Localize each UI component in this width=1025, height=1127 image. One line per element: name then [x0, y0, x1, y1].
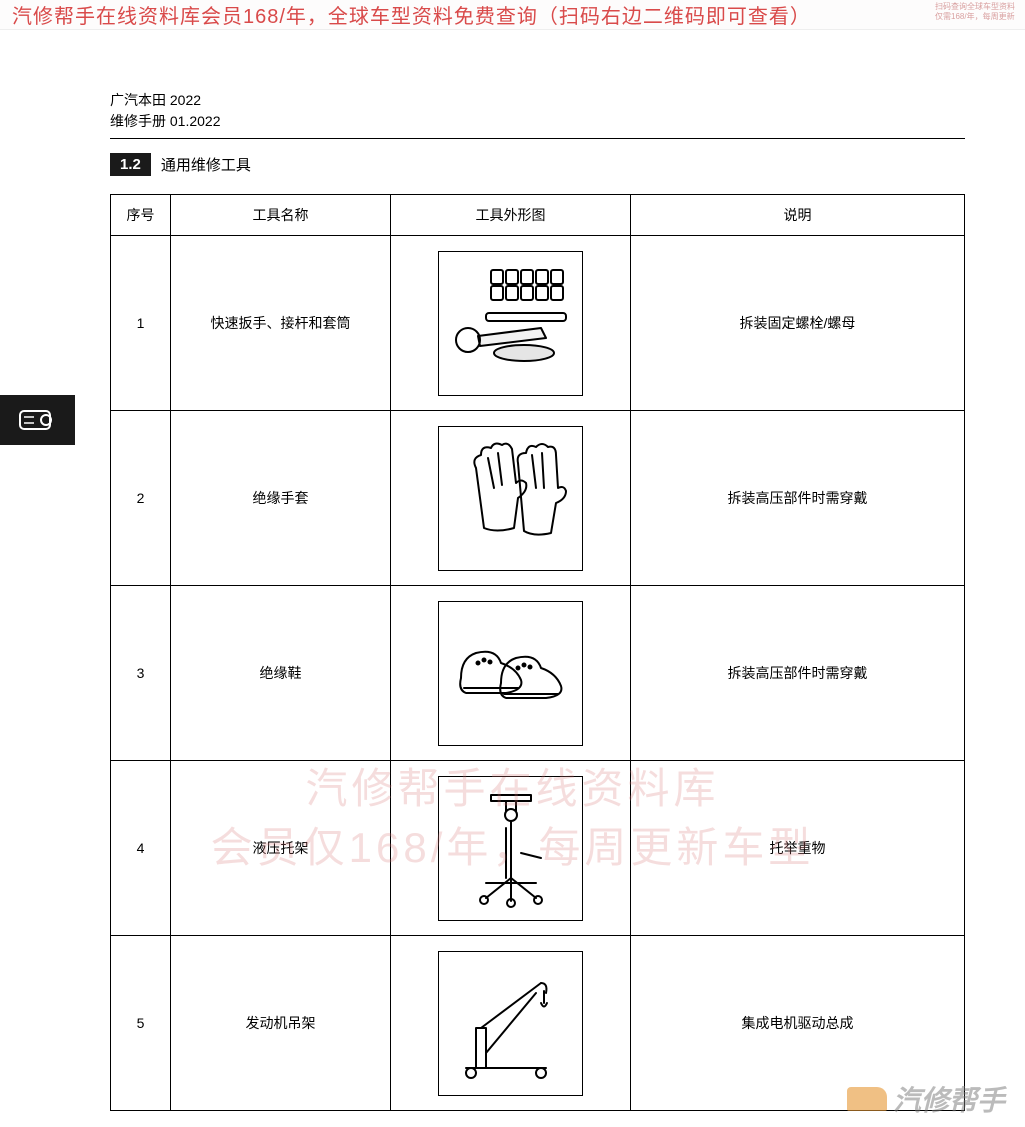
col-header-desc: 说明	[631, 195, 965, 236]
table-row: 2 绝缘手套 拆装高压部件时需穿戴	[111, 411, 965, 586]
manual-line: 维修手册 01.2022	[110, 111, 965, 132]
cell-name: 发动机吊架	[171, 936, 391, 1111]
cell-image	[391, 936, 631, 1111]
cell-desc: 拆装高压部件时需穿戴	[631, 586, 965, 761]
banner-small-line1: 扫码查询全球车型资料	[935, 2, 1015, 12]
top-banner: 汽修帮手在线资料库会员168/年，全球车型资料免费查询（扫码右边二维码即可查看）…	[0, 0, 1025, 30]
col-header-image: 工具外形图	[391, 195, 631, 236]
tool-image-shoes	[438, 601, 583, 746]
cell-image	[391, 236, 631, 411]
cell-seq: 4	[111, 761, 171, 936]
cell-desc: 拆装高压部件时需穿戴	[631, 411, 965, 586]
cell-desc: 拆装固定螺栓/螺母	[631, 236, 965, 411]
cell-name: 绝缘手套	[171, 411, 391, 586]
bottom-logo: 汽修帮手	[847, 1079, 1005, 1119]
table-row: 1 快速扳手、接杆和套筒 拆装固定螺栓/螺母	[111, 236, 965, 411]
tool-image-gloves	[438, 426, 583, 571]
cell-image	[391, 761, 631, 936]
banner-small-line2: 仅需168/年，每周更新	[935, 12, 1015, 22]
cell-seq: 3	[111, 586, 171, 761]
col-header-name: 工具名称	[171, 195, 391, 236]
cell-name: 快速扳手、接杆和套筒	[171, 236, 391, 411]
section-number-badge: 1.2	[110, 153, 151, 176]
brand-line: 广汽本田 2022	[110, 90, 965, 111]
tool-image-ratchet	[438, 251, 583, 396]
cell-image	[391, 411, 631, 586]
cell-image	[391, 586, 631, 761]
banner-text: 汽修帮手在线资料库会员168/年，全球车型资料免费查询（扫码右边二维码即可查看）	[12, 0, 811, 29]
document-page: 广汽本田 2022 维修手册 01.2022 1.2 通用维修工具 序号 工具名…	[0, 30, 1025, 1111]
header-divider	[110, 138, 965, 139]
cell-name: 液压托架	[171, 761, 391, 936]
section-header: 1.2 通用维修工具	[110, 153, 965, 176]
banner-small-text: 扫码查询全球车型资料 仅需168/年，每周更新	[935, 2, 1015, 21]
bottom-logo-text: 汽修帮手	[893, 1079, 1005, 1119]
cell-name: 绝缘鞋	[171, 586, 391, 761]
table-header-row: 序号 工具名称 工具外形图 说明	[111, 195, 965, 236]
doc-header: 广汽本田 2022 维修手册 01.2022	[110, 90, 965, 132]
cell-seq: 5	[111, 936, 171, 1111]
tools-table: 序号 工具名称 工具外形图 说明 1 快速扳手、接杆和套筒 拆装固定螺栓/螺母 …	[110, 194, 965, 1111]
col-header-seq: 序号	[111, 195, 171, 236]
tool-image-crane	[438, 951, 583, 1096]
table-row: 5 发动机吊架 集成电机驱动总成	[111, 936, 965, 1111]
tool-image-jack	[438, 776, 583, 921]
cell-seq: 2	[111, 411, 171, 586]
section-title: 通用维修工具	[161, 154, 251, 175]
cell-seq: 1	[111, 236, 171, 411]
table-row: 3 绝缘鞋 拆装高压部件时需穿戴	[111, 586, 965, 761]
cell-desc: 托举重物	[631, 761, 965, 936]
car-icon	[847, 1087, 887, 1111]
table-row: 4 液压托架 托举重物	[111, 761, 965, 936]
